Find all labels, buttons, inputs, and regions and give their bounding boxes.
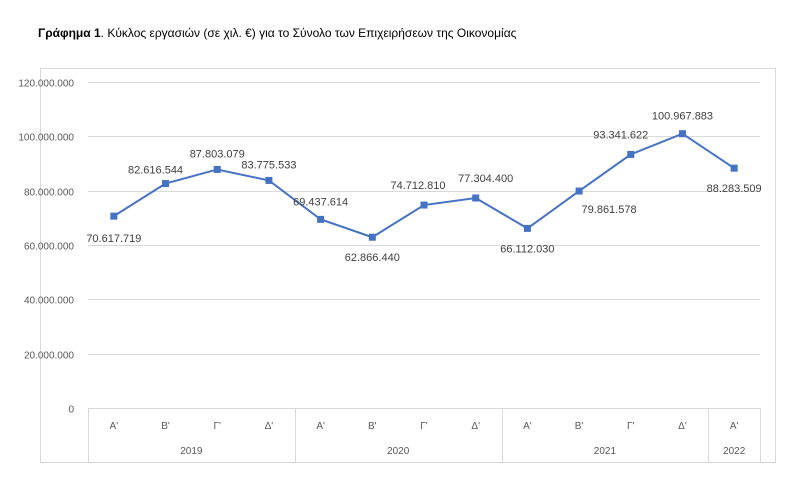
data-point [368,233,376,241]
data-label: 88.283.509 [707,183,762,195]
data-point [317,215,325,223]
x-tick-label: Α' [523,421,532,432]
year-label: 2021 [594,446,617,457]
y-tick-label: 40.000.000 [24,296,74,307]
data-point [678,130,686,138]
x-tick-label: Β' [575,421,584,432]
data-label: 66.112.030 [500,243,554,255]
y-tick-label: 120.000.000 [18,79,74,90]
x-tick-label: Α' [110,421,119,432]
data-label: 77.304.400 [458,173,513,185]
data-point [627,150,635,158]
data-point [265,176,273,184]
title-bold: Γράφημα 1 [38,26,101,40]
x-tick-label: Δ' [471,421,480,432]
y-tick-label: 20.000.000 [24,351,74,362]
x-tick-label: Δ' [265,421,274,432]
data-point [472,194,480,202]
x-tick-label: Α' [316,421,325,432]
title-rest: . Κύκλος εργασιών (σε χιλ. €) για το Σύν… [100,26,517,40]
data-point [730,164,738,172]
data-label: 79.861.578 [582,204,637,216]
data-label: 69.437.614 [293,196,348,208]
data-label: 100.967.883 [652,111,713,123]
x-tick-label: Β' [368,421,377,432]
year-label: 2022 [723,446,746,457]
data-label: 70.617.719 [86,233,141,245]
y-tick-label: 60.000.000 [24,242,74,253]
x-tick-label: Δ' [678,421,687,432]
x-tick-label: Γ' [214,421,222,432]
data-point [110,212,118,220]
data-label: 74.712.810 [390,180,445,192]
data-point [162,180,170,188]
data-label: 83.775.533 [241,159,296,171]
x-tick-label: Γ' [420,421,428,432]
x-tick-label: Γ' [627,421,635,432]
x-tick-label: Α' [730,421,739,432]
data-label: 93.341.622 [593,129,648,141]
data-point [523,224,531,232]
data-label: 62.866.440 [345,252,400,264]
data-label: 87.803.079 [190,148,245,160]
y-tick-label: 100.000.000 [18,133,74,144]
year-label: 2019 [180,446,203,457]
data-point [575,187,583,195]
data-point [420,201,428,209]
data-label: 82.616.544 [128,165,183,177]
x-tick-label: Β' [161,421,170,432]
y-tick-label: 0 [68,405,74,416]
data-point [213,165,221,173]
chart-frame [40,68,776,463]
year-label: 2020 [387,446,410,457]
y-tick-label: 80.000.000 [24,188,74,199]
chart-title: Γράφημα 1. Κύκλος εργασιών (σε χιλ. €) γ… [38,26,516,40]
